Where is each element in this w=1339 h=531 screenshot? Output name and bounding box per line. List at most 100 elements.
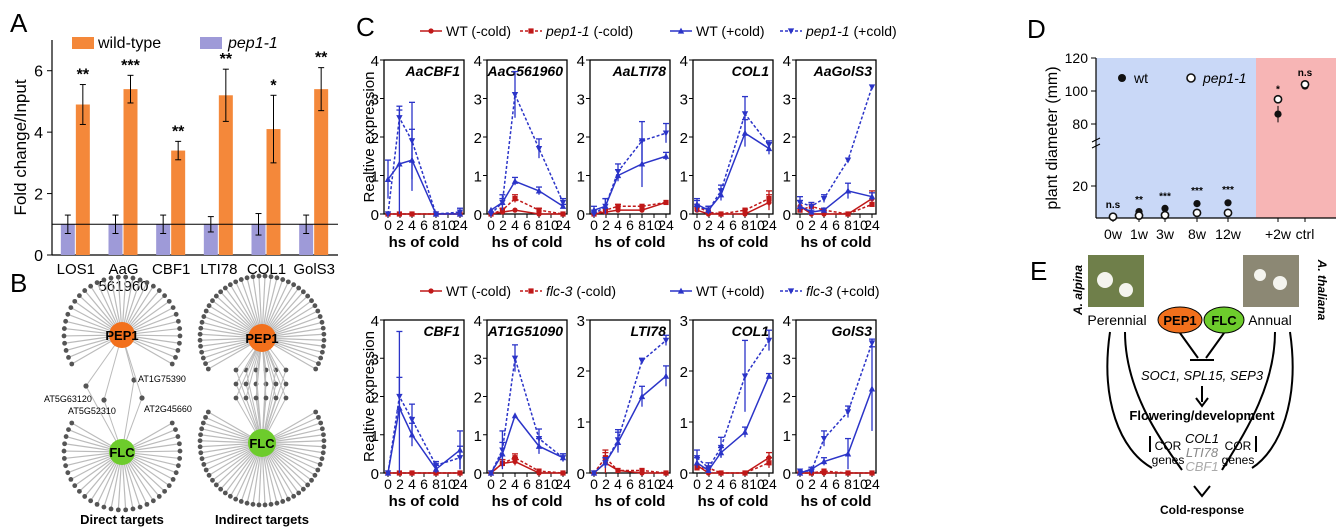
network-node xyxy=(205,366,211,372)
network-node xyxy=(291,282,297,288)
shared-node xyxy=(283,381,289,387)
x-tick-label: 2 xyxy=(705,217,713,233)
data-point xyxy=(384,175,392,182)
y-tick-label: 0 xyxy=(783,466,791,483)
x-tick-label: 3w xyxy=(1156,226,1175,242)
data-point xyxy=(638,160,646,167)
data-point xyxy=(384,211,392,218)
x-tick-label: 4 xyxy=(408,476,416,492)
x-tick-label: 8 xyxy=(432,476,440,492)
y-tick-label: 2 xyxy=(783,130,791,147)
y-tick-label: 1 xyxy=(474,169,482,186)
y-tick-label: 0 xyxy=(474,466,482,483)
network-node xyxy=(173,470,179,476)
y-tick-label: 4 xyxy=(371,53,379,70)
shared-node xyxy=(253,395,259,401)
network-node xyxy=(199,456,205,462)
y-tick-label: 3 xyxy=(371,92,379,109)
series-line xyxy=(490,91,564,215)
data-point xyxy=(741,111,749,118)
shared-node xyxy=(243,395,249,401)
flc-label: FLC xyxy=(1211,313,1237,328)
y-tick-label: 0 xyxy=(371,466,379,483)
network-node xyxy=(305,482,311,488)
x-tick-label: 6 xyxy=(523,476,531,492)
network-node xyxy=(268,501,274,507)
x-tick-label: 24 xyxy=(658,217,674,233)
data-point-wt xyxy=(1193,200,1201,208)
network-node xyxy=(177,340,182,346)
data-point xyxy=(512,207,518,213)
network-node xyxy=(197,337,203,343)
subplot-title: COL1 xyxy=(732,63,770,79)
legend-label: pep1-1 xyxy=(227,35,278,52)
network-node xyxy=(61,333,67,339)
data-point xyxy=(662,372,670,379)
subplot-frame xyxy=(795,319,877,474)
data-point xyxy=(717,444,725,451)
network-node xyxy=(68,305,74,311)
network-node xyxy=(137,504,143,510)
y-tick-label: 4 xyxy=(783,313,791,330)
network-node xyxy=(274,275,280,281)
network-node xyxy=(108,275,114,281)
data-point xyxy=(639,203,645,209)
network-node xyxy=(233,496,239,502)
data-point xyxy=(638,138,646,145)
data-point xyxy=(796,468,804,475)
network-node xyxy=(170,305,176,311)
network-node xyxy=(291,493,297,499)
x-tick-label: 6 xyxy=(523,217,531,233)
subplot-title: CBF1 xyxy=(423,323,460,339)
network-node xyxy=(262,502,268,508)
perennial-label: Perennial xyxy=(1087,312,1146,328)
y-axis-label: Realtive expression xyxy=(361,331,378,462)
network-node xyxy=(321,337,327,343)
x-tick-label: 10 xyxy=(749,217,765,233)
data-point xyxy=(796,199,804,206)
network-node xyxy=(177,326,183,331)
network-node xyxy=(200,420,206,426)
data-point xyxy=(487,211,495,218)
category-label: CBF1 xyxy=(152,261,190,278)
network-node xyxy=(227,282,233,288)
network-node xyxy=(218,289,224,295)
shared-gene-label: AT5G63120 xyxy=(44,394,92,404)
legend-marker xyxy=(428,28,434,34)
data-point xyxy=(663,199,669,206)
data-point xyxy=(536,468,542,474)
right-curve xyxy=(1251,331,1294,469)
y-tick-label: 20 xyxy=(1072,178,1088,194)
network-node xyxy=(316,414,321,420)
data-point-wt xyxy=(1161,204,1169,212)
data-point xyxy=(766,460,772,466)
network-node xyxy=(233,279,239,285)
y-tick-label: 3 xyxy=(680,92,688,109)
x-tick-label: 2 xyxy=(602,476,610,492)
legend-swatch xyxy=(72,37,94,49)
data-point xyxy=(765,337,773,344)
right-curve-2 xyxy=(1221,331,1276,471)
data-point xyxy=(590,470,598,477)
pep1-hub-label: PEP1 xyxy=(105,328,138,343)
data-point xyxy=(432,462,440,469)
data-point xyxy=(487,206,495,213)
subplot-frame xyxy=(383,319,465,474)
network-node xyxy=(256,273,262,279)
panel-letter-c: C xyxy=(356,12,375,42)
network-node xyxy=(150,283,156,289)
network-node xyxy=(72,298,78,304)
x-axis-label: hs of cold xyxy=(595,493,666,510)
bar xyxy=(314,89,329,256)
subplot-frame xyxy=(589,319,671,474)
network-node xyxy=(317,314,323,319)
x-tick-label: 0 xyxy=(693,217,701,233)
network-node xyxy=(199,349,205,355)
network-node xyxy=(203,308,209,314)
panel-letter-e: E xyxy=(1030,256,1047,286)
network-node xyxy=(274,500,280,506)
cor-genes-right: COR xyxy=(1225,439,1252,453)
data-point xyxy=(512,455,518,461)
network-node xyxy=(82,494,88,499)
